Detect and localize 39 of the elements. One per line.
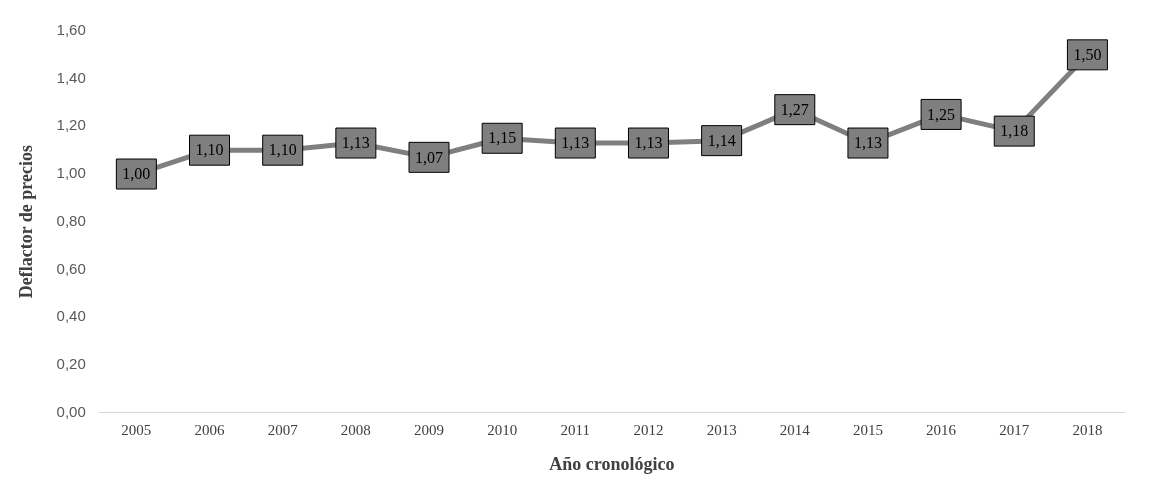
y-tick-label: 0,20 xyxy=(56,354,86,372)
x-tick-label: 2018 xyxy=(1072,422,1103,439)
data-label: 1,13 xyxy=(634,134,663,152)
data-label: 1,00 xyxy=(122,165,151,183)
x-tick-label: 2005 xyxy=(121,422,152,439)
data-label: 1,13 xyxy=(853,134,882,152)
data-label: 1,13 xyxy=(561,134,590,152)
x-tick-label: 2013 xyxy=(706,422,737,439)
data-label: 1,14 xyxy=(707,131,736,149)
x-tick-label: 2014 xyxy=(779,422,811,439)
x-tick-label: 2017 xyxy=(999,422,1030,439)
data-label: 1,13 xyxy=(341,134,370,152)
x-tick-label: 2009 xyxy=(414,422,444,439)
y-axis-title: Deflactor de precios xyxy=(16,145,37,299)
data-label: 1,50 xyxy=(1073,46,1102,64)
data-label: 1,27 xyxy=(780,100,809,118)
x-tick-label: 2015 xyxy=(852,422,883,439)
x-tick-label: 2016 xyxy=(926,422,957,439)
data-label: 1,15 xyxy=(488,129,517,147)
y-tick-label: 1,20 xyxy=(56,116,86,134)
data-label: 1,10 xyxy=(268,141,297,159)
y-tick-label: 1,00 xyxy=(56,164,86,182)
y-tick-label: 0,80 xyxy=(56,211,86,229)
x-tick-label: 2006 xyxy=(194,422,226,439)
data-label: 1,10 xyxy=(195,141,224,159)
x-tick-label: 2007 xyxy=(267,422,299,439)
data-label: 1,18 xyxy=(1000,122,1029,140)
data-label: 1,25 xyxy=(927,105,956,123)
x-tick-label: 2010 xyxy=(487,422,518,439)
x-tick-label: 2008 xyxy=(340,422,371,439)
y-tick-label: 0,40 xyxy=(56,307,86,325)
data-label: 1,07 xyxy=(415,148,443,166)
y-tick-label: 1,40 xyxy=(56,68,86,86)
y-tick-label: 1,60 xyxy=(56,21,86,39)
x-axis-title: Año cronológico xyxy=(549,453,675,474)
x-tick-label: 2011 xyxy=(560,422,591,439)
x-tick-label: 2012 xyxy=(633,422,664,439)
y-tick-label: 0,60 xyxy=(56,259,86,277)
y-tick-label: 0,00 xyxy=(56,402,86,420)
